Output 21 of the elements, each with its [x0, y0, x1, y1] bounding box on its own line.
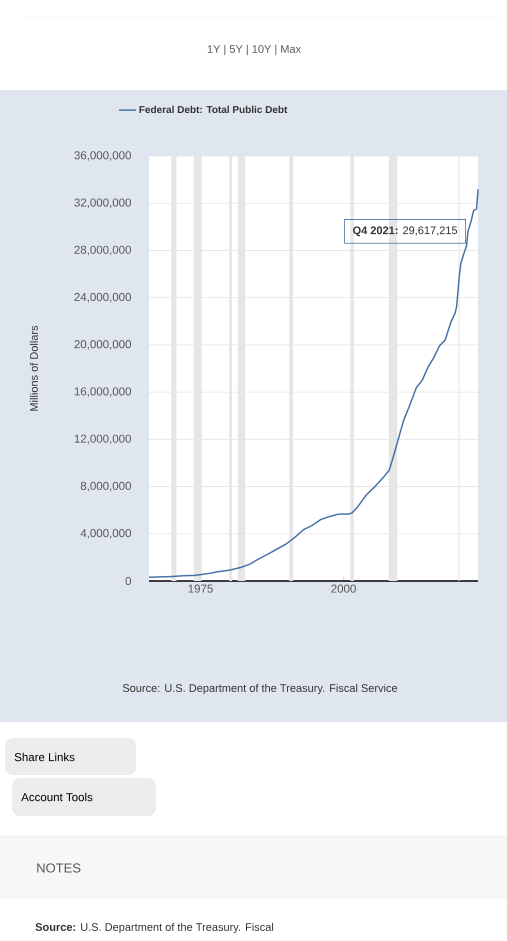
x-tick-label: 1975 [188, 584, 213, 593]
legend-label: Federal Debt: Total Public Debt [140, 106, 288, 114]
text: NOTES [37, 863, 80, 873]
text: 1Y | 5Y | 10Y | Max [208, 44, 301, 56]
y-tick-label: 28,000,000 [74, 246, 132, 256]
y-tick-label: 36,000,000 [74, 151, 132, 161]
y-tick-label: 8,000,000 [80, 482, 132, 492]
y-tick-label: 20,000,000 [74, 340, 132, 350]
y-tick-label: 12,000,000 [74, 434, 132, 444]
source-note: Source: U.S. Department of the Treasury. Fiscal Service [122, 684, 398, 694]
y-tick-label: 32,000,000 [74, 198, 132, 208]
y-axis-title: Millions of Dollars [30, 326, 38, 411]
y-tick-label: 16,000,000 [74, 387, 132, 397]
y-tick-label: 24,000,000 [74, 292, 132, 302]
annotation: Q4 2021: 29,617,215 [353, 226, 458, 236]
text: Source: U.S. Department of the Treasury. Fiscal [36, 922, 274, 934]
y-tick-label: 0 [126, 576, 132, 586]
y-tick-label: 4,000,000 [80, 529, 132, 539]
text: Account Tools [21, 792, 92, 802]
text: Share Links [14, 752, 74, 762]
x-tick-label: 2000 [331, 584, 356, 593]
